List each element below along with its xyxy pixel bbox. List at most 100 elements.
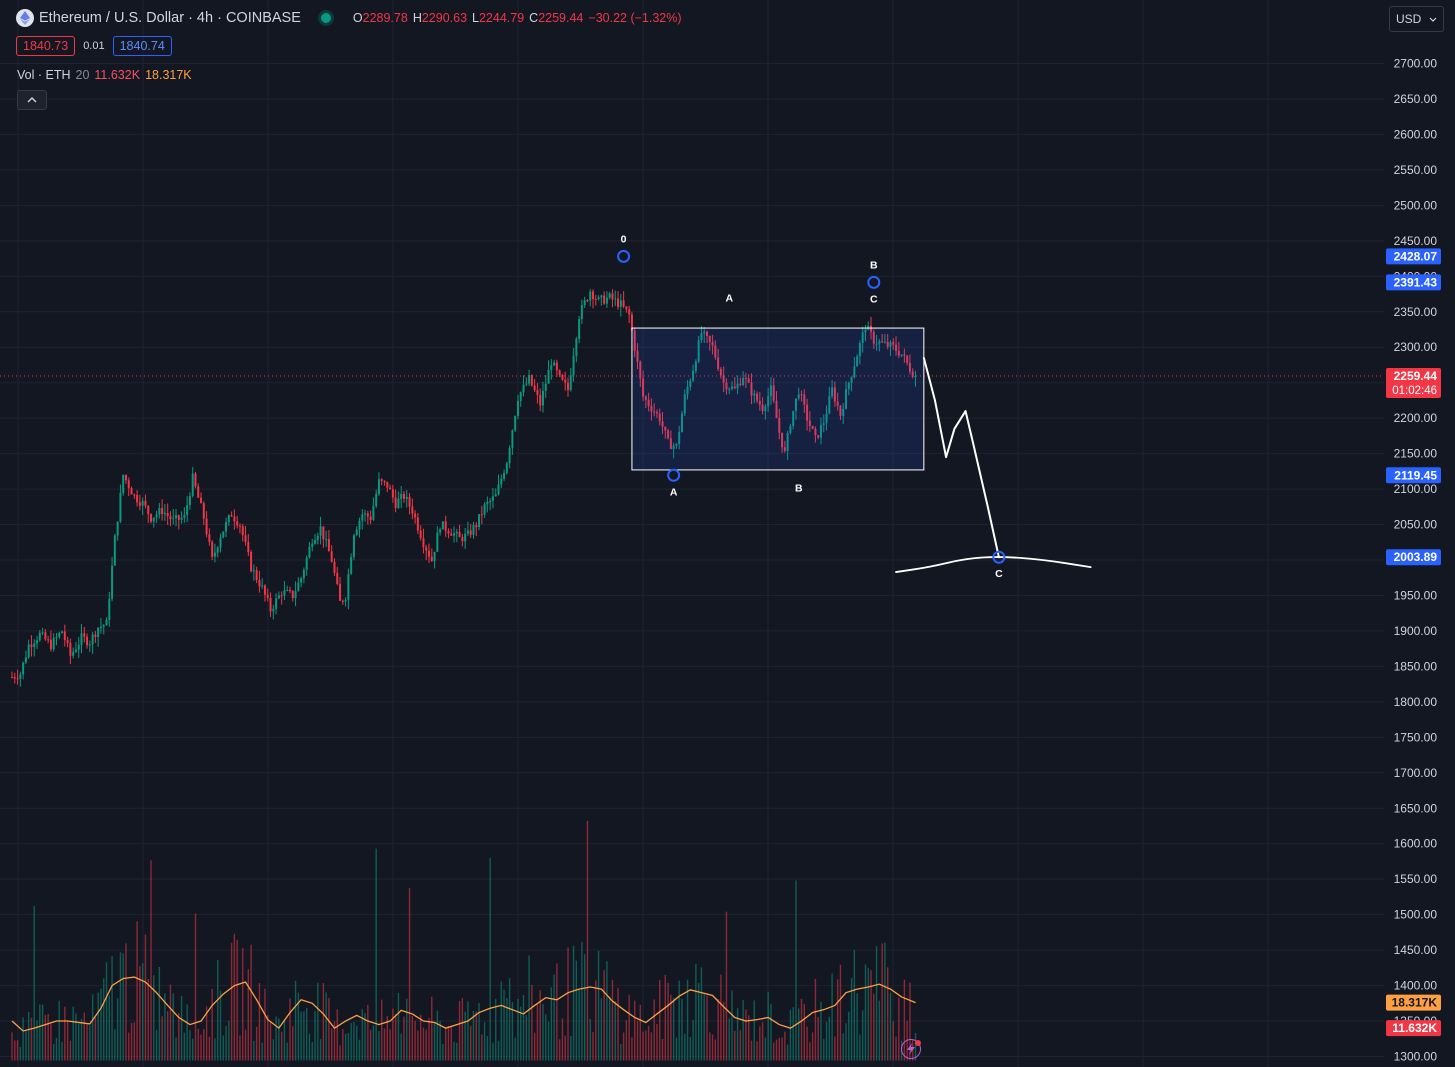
price-tag[interactable] (1386, 1020, 1441, 1037)
volume-bar (369, 1029, 372, 1061)
volume-legend[interactable]: Vol · ETH 20 11.632K 18.317K (17, 68, 192, 82)
volume-bar (575, 960, 578, 1061)
projection-curve[interactable] (895, 556, 1092, 573)
current-price-tag[interactable] (1386, 367, 1441, 398)
wave-label: B (795, 482, 803, 494)
buy-price-button[interactable]: 1840.74 (112, 36, 172, 56)
volume-bar (531, 984, 533, 1061)
volume-bar (433, 1021, 436, 1061)
candle-body (469, 530, 472, 535)
candle-body (336, 572, 339, 584)
wave-label: A (670, 486, 678, 498)
symbol-title[interactable]: Ethereum / U.S. Dollar · 4h · COINBASE (39, 10, 301, 26)
ethereum-icon[interactable] (16, 9, 34, 27)
volume-bar (64, 1006, 66, 1061)
range-box[interactable] (631, 327, 925, 471)
candle-body (733, 386, 736, 389)
volume-bar (130, 1023, 133, 1061)
market-open-indicator[interactable] (320, 13, 331, 23)
volume-bar (197, 1028, 199, 1061)
volume-bar (303, 1011, 305, 1061)
candle-body (783, 447, 786, 451)
volume-bar (778, 1037, 780, 1061)
candle-body (386, 481, 389, 488)
candle-body (202, 503, 205, 519)
currency-select[interactable]: USD (1389, 6, 1444, 32)
candle-body (756, 393, 759, 401)
candle-body (792, 410, 795, 426)
candle-body (625, 306, 628, 310)
volume-bar (878, 1000, 881, 1061)
volume-bar (848, 1011, 850, 1061)
wave-pivot-circle[interactable] (992, 550, 1006, 564)
candle-body (186, 504, 189, 515)
candle-body (461, 537, 464, 542)
wave-pivot-circle[interactable] (667, 468, 681, 482)
candle-body (878, 341, 881, 344)
volume-bar (69, 1040, 72, 1061)
volume-bar (533, 1032, 536, 1061)
candle-body (250, 552, 253, 572)
candle-body (352, 535, 355, 557)
candle-body (906, 355, 909, 363)
volume-bar (622, 1032, 625, 1061)
candle-body (52, 637, 55, 650)
price-tag-label: 2003.89 (1394, 550, 1438, 564)
price-tag[interactable] (1386, 994, 1441, 1011)
volume-length: 20 (75, 68, 90, 82)
volume-bar (603, 970, 605, 1061)
volume-bar (564, 1035, 566, 1061)
volume-bar (467, 1001, 469, 1061)
price-tag[interactable] (1386, 549, 1441, 566)
candle-body (364, 513, 367, 515)
volume-bar (842, 1033, 844, 1061)
volume-bar (748, 1015, 750, 1061)
volume-bar (36, 1020, 38, 1061)
wave-pivot-circle[interactable] (617, 249, 631, 263)
candle-body (708, 335, 711, 342)
volume-bar (317, 982, 319, 1061)
volume-bar (478, 1002, 480, 1061)
candle-body (572, 356, 575, 376)
drawings[interactable]: 0 A A B B C C (0, 233, 1384, 580)
candle-body (889, 342, 892, 347)
price-change: −30.22 (−1.32%) (588, 11, 682, 25)
candle-body (436, 532, 439, 552)
sell-price-button[interactable]: 1840.73 (16, 36, 76, 56)
candle-body (88, 644, 91, 646)
volume-bar (319, 1039, 322, 1061)
lightning-icon[interactable] (901, 1039, 921, 1059)
volume-bar (542, 1003, 544, 1061)
candle-body (58, 632, 61, 637)
volume-bar (283, 1020, 286, 1061)
candle-body (831, 387, 834, 397)
price-tag[interactable] (1386, 248, 1441, 265)
volume-bar (105, 962, 108, 1061)
projection-path[interactable] (922, 356, 1000, 559)
price-axis-label: 1700.00 (1394, 766, 1438, 780)
volume-bar (853, 949, 856, 1061)
price-axis-label: 2450.00 (1394, 234, 1438, 248)
candle-body (333, 561, 336, 573)
volume-bar (475, 1011, 477, 1061)
candle-body (603, 295, 606, 304)
price-tag[interactable] (1386, 467, 1441, 484)
volume-bar (297, 992, 300, 1061)
candle-body (308, 546, 311, 558)
volume-bar (520, 1006, 522, 1061)
volume-bar (650, 1032, 653, 1061)
volume-bar (80, 1018, 83, 1061)
volume-bar (22, 1017, 24, 1061)
volume-bar (61, 1041, 63, 1061)
price-axis[interactable]: 2700.00 2650.00 2600.00 2550.00 2500.00 2450.… (1386, 57, 1441, 1064)
candle-body (900, 354, 903, 356)
collapse-legend-button[interactable] (17, 90, 47, 110)
price-tag[interactable] (1386, 274, 1441, 291)
candle-body (586, 300, 589, 302)
candle-body (475, 525, 478, 528)
volume-bar (141, 963, 144, 1061)
volume-bar (684, 1033, 686, 1061)
wave-pivot-circle[interactable] (867, 275, 881, 289)
candle-body (633, 330, 636, 351)
